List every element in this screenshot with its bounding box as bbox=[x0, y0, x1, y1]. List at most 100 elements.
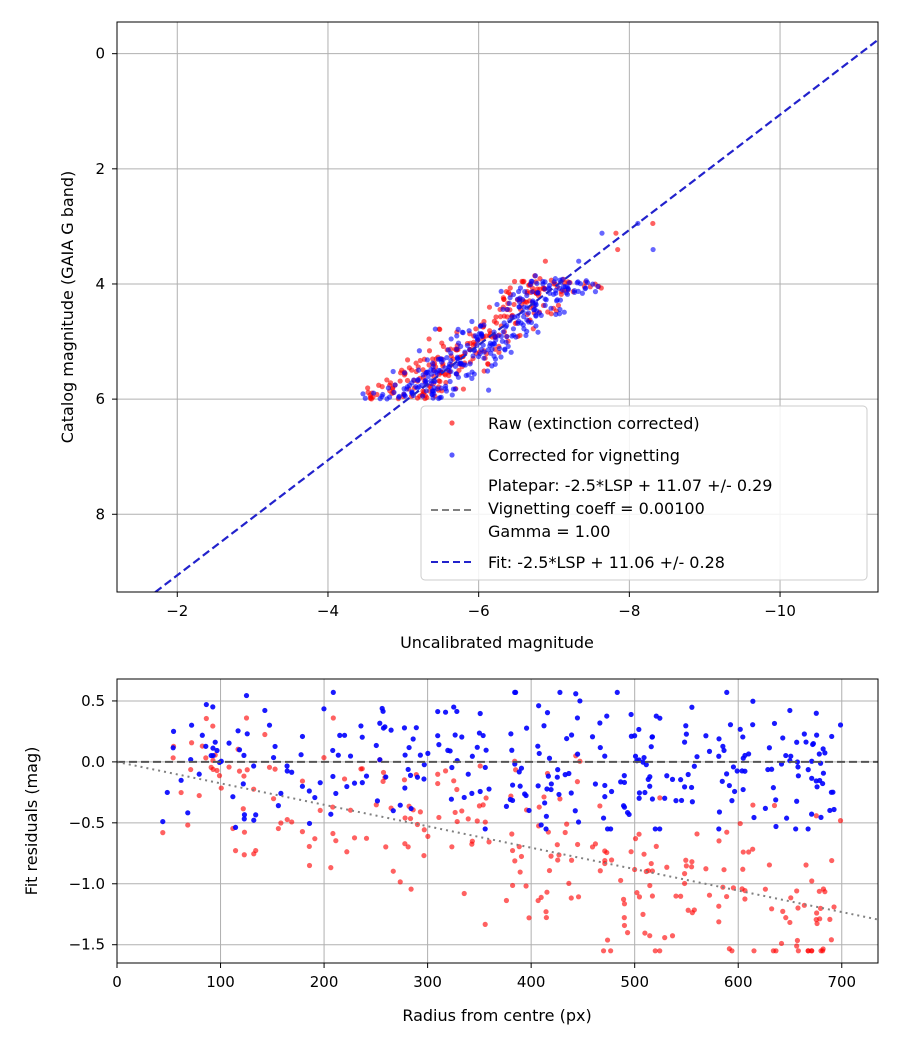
raw-residual-point bbox=[546, 867, 553, 874]
corrected-residual-point bbox=[568, 732, 575, 738]
raw-residual-point bbox=[795, 948, 801, 954]
corrected-point bbox=[425, 373, 431, 379]
corrected-residual-point bbox=[678, 797, 685, 804]
raw-residual-point bbox=[523, 883, 529, 889]
corrected-residual-point bbox=[503, 803, 510, 809]
corrected-point bbox=[582, 285, 589, 291]
corrected-point bbox=[362, 395, 368, 401]
corrected-point bbox=[474, 337, 481, 343]
corrected-residual-point bbox=[773, 823, 779, 830]
corrected-point bbox=[535, 289, 541, 296]
corrected-residual-point bbox=[241, 816, 247, 822]
raw-residual-point bbox=[512, 858, 518, 864]
corrected-residual-point bbox=[813, 710, 819, 716]
corrected-residual-point bbox=[548, 786, 554, 793]
corrected-point bbox=[469, 369, 475, 375]
corrected-residual-point bbox=[662, 795, 668, 801]
corrected-point bbox=[487, 343, 493, 349]
corrected-residual-point bbox=[818, 814, 824, 820]
corrected-residual-point bbox=[251, 763, 257, 769]
raw-residual-point bbox=[536, 804, 542, 810]
corrected-residual-point bbox=[577, 698, 583, 704]
corrected-residual-point bbox=[359, 780, 365, 786]
corrected-residual-point bbox=[436, 742, 442, 748]
corrected-residual-point bbox=[683, 723, 689, 729]
raw-point bbox=[505, 289, 512, 296]
raw-residual-point bbox=[837, 818, 844, 824]
raw-residual-point bbox=[794, 888, 800, 894]
corrected-residual-point bbox=[344, 783, 350, 790]
corrected-point bbox=[503, 339, 509, 345]
corrected-residual-point bbox=[813, 778, 819, 784]
corrected-point bbox=[447, 378, 453, 385]
raw-residual-point bbox=[543, 909, 549, 915]
raw-residual-point bbox=[828, 937, 834, 943]
corrected-residual-point bbox=[449, 764, 455, 771]
corrected-residual-point bbox=[359, 734, 365, 740]
corrected-residual-point bbox=[716, 736, 722, 742]
corrected-residual-point bbox=[289, 769, 295, 775]
corrected-residual-point bbox=[358, 723, 364, 729]
corrected-residual-point bbox=[390, 808, 396, 814]
raw-residual-point bbox=[344, 849, 350, 855]
corrected-residual-point bbox=[645, 776, 651, 782]
bottom-plot-frame bbox=[116, 678, 879, 964]
raw-residual-point bbox=[517, 869, 523, 875]
corrected-residual-point bbox=[737, 726, 743, 732]
raw-residual-point bbox=[831, 904, 837, 910]
raw-point bbox=[558, 291, 564, 297]
corrected-residual-point bbox=[330, 773, 336, 780]
raw-residual-point bbox=[321, 755, 327, 761]
top-x-tick-label: −6 bbox=[468, 602, 490, 620]
top-legend: Raw (extinction corrected) Corrected for… bbox=[420, 405, 868, 581]
corrected-residual-point bbox=[512, 689, 518, 696]
corrected-residual-point bbox=[536, 750, 542, 757]
corrected-point bbox=[467, 361, 473, 367]
bottom-y-tick-label: −1.0 bbox=[69, 875, 105, 893]
corrected-residual-point bbox=[688, 784, 695, 791]
corrected-residual-point bbox=[299, 783, 306, 789]
corrected-residual-point bbox=[262, 707, 268, 714]
raw-point bbox=[613, 230, 619, 236]
corrected-residual-point bbox=[243, 692, 250, 699]
raw-residual-point bbox=[597, 868, 603, 874]
raw-residual-point bbox=[461, 890, 467, 897]
raw-residual-point bbox=[678, 893, 684, 899]
legend-label-corrected: Corrected for vignetting bbox=[488, 446, 680, 465]
corrected-residual-point bbox=[306, 788, 312, 794]
corrected-residual-point bbox=[562, 772, 568, 778]
corrected-point bbox=[553, 298, 560, 304]
corrected-residual-point bbox=[621, 804, 628, 810]
corrected-residual-point bbox=[727, 722, 734, 728]
corrected-residual-point bbox=[461, 794, 467, 801]
corrected-residual-point bbox=[657, 715, 663, 721]
corrected-point bbox=[458, 343, 464, 349]
raw-residual-point bbox=[435, 780, 441, 787]
corrected-residual-point bbox=[240, 781, 246, 787]
raw-point bbox=[437, 378, 443, 385]
corrected-residual-point bbox=[377, 720, 383, 726]
corrected-residual-point bbox=[678, 777, 684, 783]
corrected-residual-point bbox=[447, 748, 453, 754]
raw-point bbox=[485, 361, 491, 367]
raw-residual-point bbox=[618, 877, 624, 884]
corrected-residual-point bbox=[414, 774, 421, 780]
corrected-point bbox=[465, 372, 471, 378]
corrected-residual-point bbox=[275, 803, 281, 809]
corrected-residual-point bbox=[210, 704, 216, 710]
raw-residual-point bbox=[681, 880, 688, 887]
raw-point bbox=[511, 301, 517, 308]
corrected-residual-point bbox=[820, 770, 827, 776]
raw-residual-point bbox=[602, 848, 608, 854]
raw-residual-point bbox=[681, 871, 688, 877]
raw-residual-point bbox=[608, 857, 615, 863]
raw-residual-point bbox=[266, 764, 273, 770]
raw-residual-point bbox=[673, 893, 679, 899]
corrected-residual-point bbox=[284, 763, 290, 769]
raw-residual-point bbox=[317, 807, 323, 814]
corrected-residual-point bbox=[681, 739, 688, 745]
raw-point bbox=[496, 349, 502, 355]
corrected-residual-point bbox=[673, 798, 679, 804]
corrected-residual-point bbox=[543, 826, 549, 832]
raw-residual-point bbox=[359, 766, 365, 772]
